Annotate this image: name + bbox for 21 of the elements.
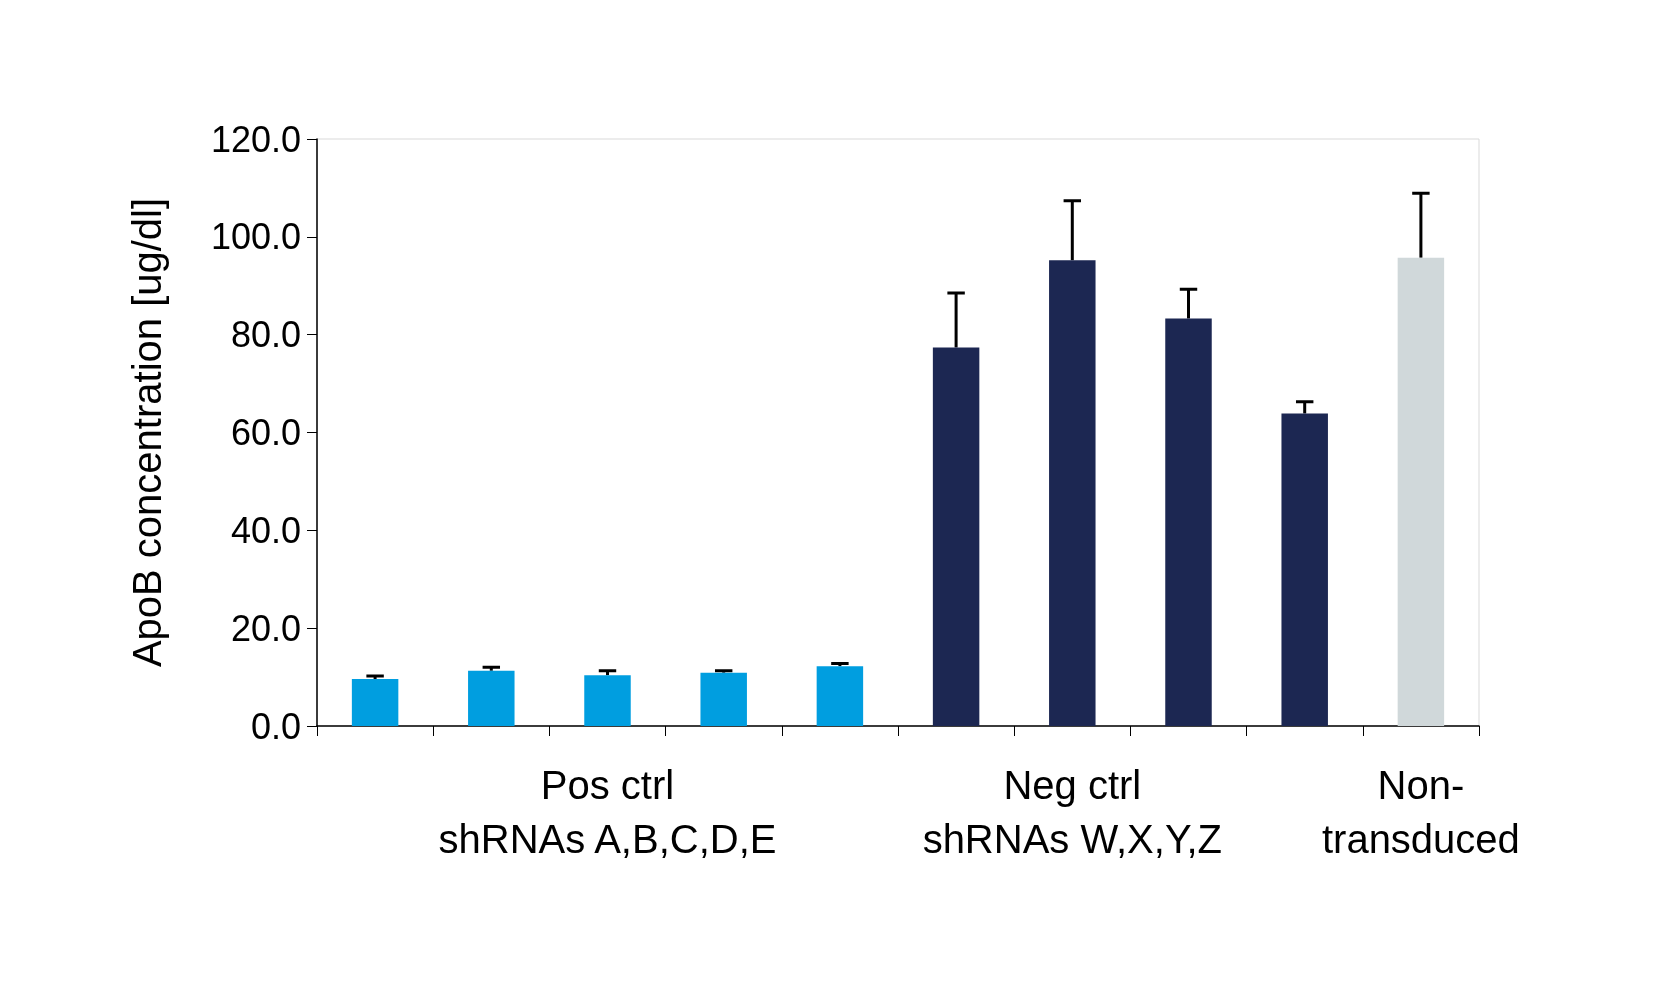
bar — [468, 670, 515, 726]
bar — [584, 675, 631, 726]
bar — [1049, 260, 1096, 726]
bar — [1281, 413, 1328, 726]
bar — [1165, 318, 1212, 726]
y-axis-title: ApoB concentration [ug/dl] — [125, 197, 169, 668]
bar — [816, 666, 864, 726]
x-tick-label: Pos ctrl shRNAs A,B,C,D,E — [438, 763, 777, 861]
y-tick-label: 40.0 — [230, 509, 301, 551]
y-tick-label: 80.0 — [230, 314, 301, 356]
y-tick-label: 60.0 — [230, 412, 301, 453]
y-tick-label: 100.0 — [210, 216, 301, 258]
bar — [351, 679, 399, 726]
y-tick-label: 0.0 — [250, 705, 301, 747]
y-tick-label: 20.0 — [230, 607, 301, 649]
bar — [1397, 257, 1445, 726]
bar — [932, 347, 980, 726]
x-tick-label: Neg ctrl shRNAs W,X,Y,Z — [922, 763, 1222, 861]
y-tick-label: 120.0 — [210, 118, 301, 160]
bar — [700, 672, 747, 726]
x-tick-label: Non- transduced — [1321, 763, 1520, 861]
